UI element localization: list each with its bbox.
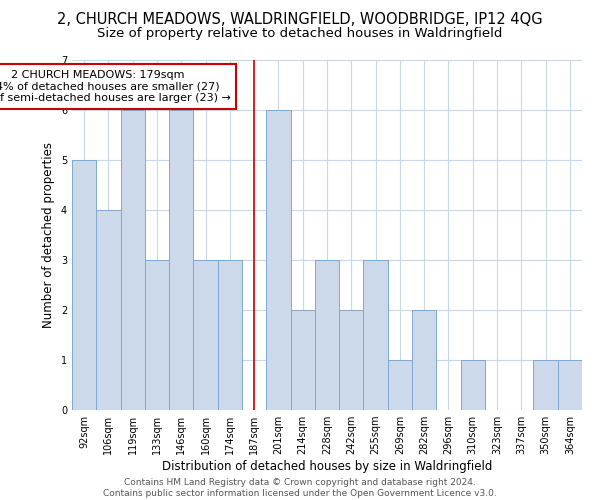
X-axis label: Distribution of detached houses by size in Waldringfield: Distribution of detached houses by size … <box>162 460 492 473</box>
Bar <box>339 310 364 410</box>
Bar <box>266 110 290 410</box>
Bar <box>364 260 388 410</box>
Text: Contains HM Land Registry data © Crown copyright and database right 2024.
Contai: Contains HM Land Registry data © Crown c… <box>103 478 497 498</box>
Bar <box>412 310 436 410</box>
Bar <box>533 360 558 410</box>
Y-axis label: Number of detached properties: Number of detached properties <box>43 142 55 328</box>
Bar <box>290 310 315 410</box>
Bar <box>315 260 339 410</box>
Bar <box>558 360 582 410</box>
Bar <box>169 110 193 410</box>
Text: Size of property relative to detached houses in Waldringfield: Size of property relative to detached ho… <box>97 28 503 40</box>
Bar <box>218 260 242 410</box>
Bar <box>461 360 485 410</box>
Text: 2 CHURCH MEADOWS: 179sqm
← 54% of detached houses are smaller (27)
46% of semi-d: 2 CHURCH MEADOWS: 179sqm ← 54% of detach… <box>0 70 230 103</box>
Text: 2, CHURCH MEADOWS, WALDRINGFIELD, WOODBRIDGE, IP12 4QG: 2, CHURCH MEADOWS, WALDRINGFIELD, WOODBR… <box>57 12 543 28</box>
Bar <box>72 160 96 410</box>
Bar <box>121 110 145 410</box>
Bar <box>193 260 218 410</box>
Bar <box>388 360 412 410</box>
Bar <box>96 210 121 410</box>
Bar <box>145 260 169 410</box>
